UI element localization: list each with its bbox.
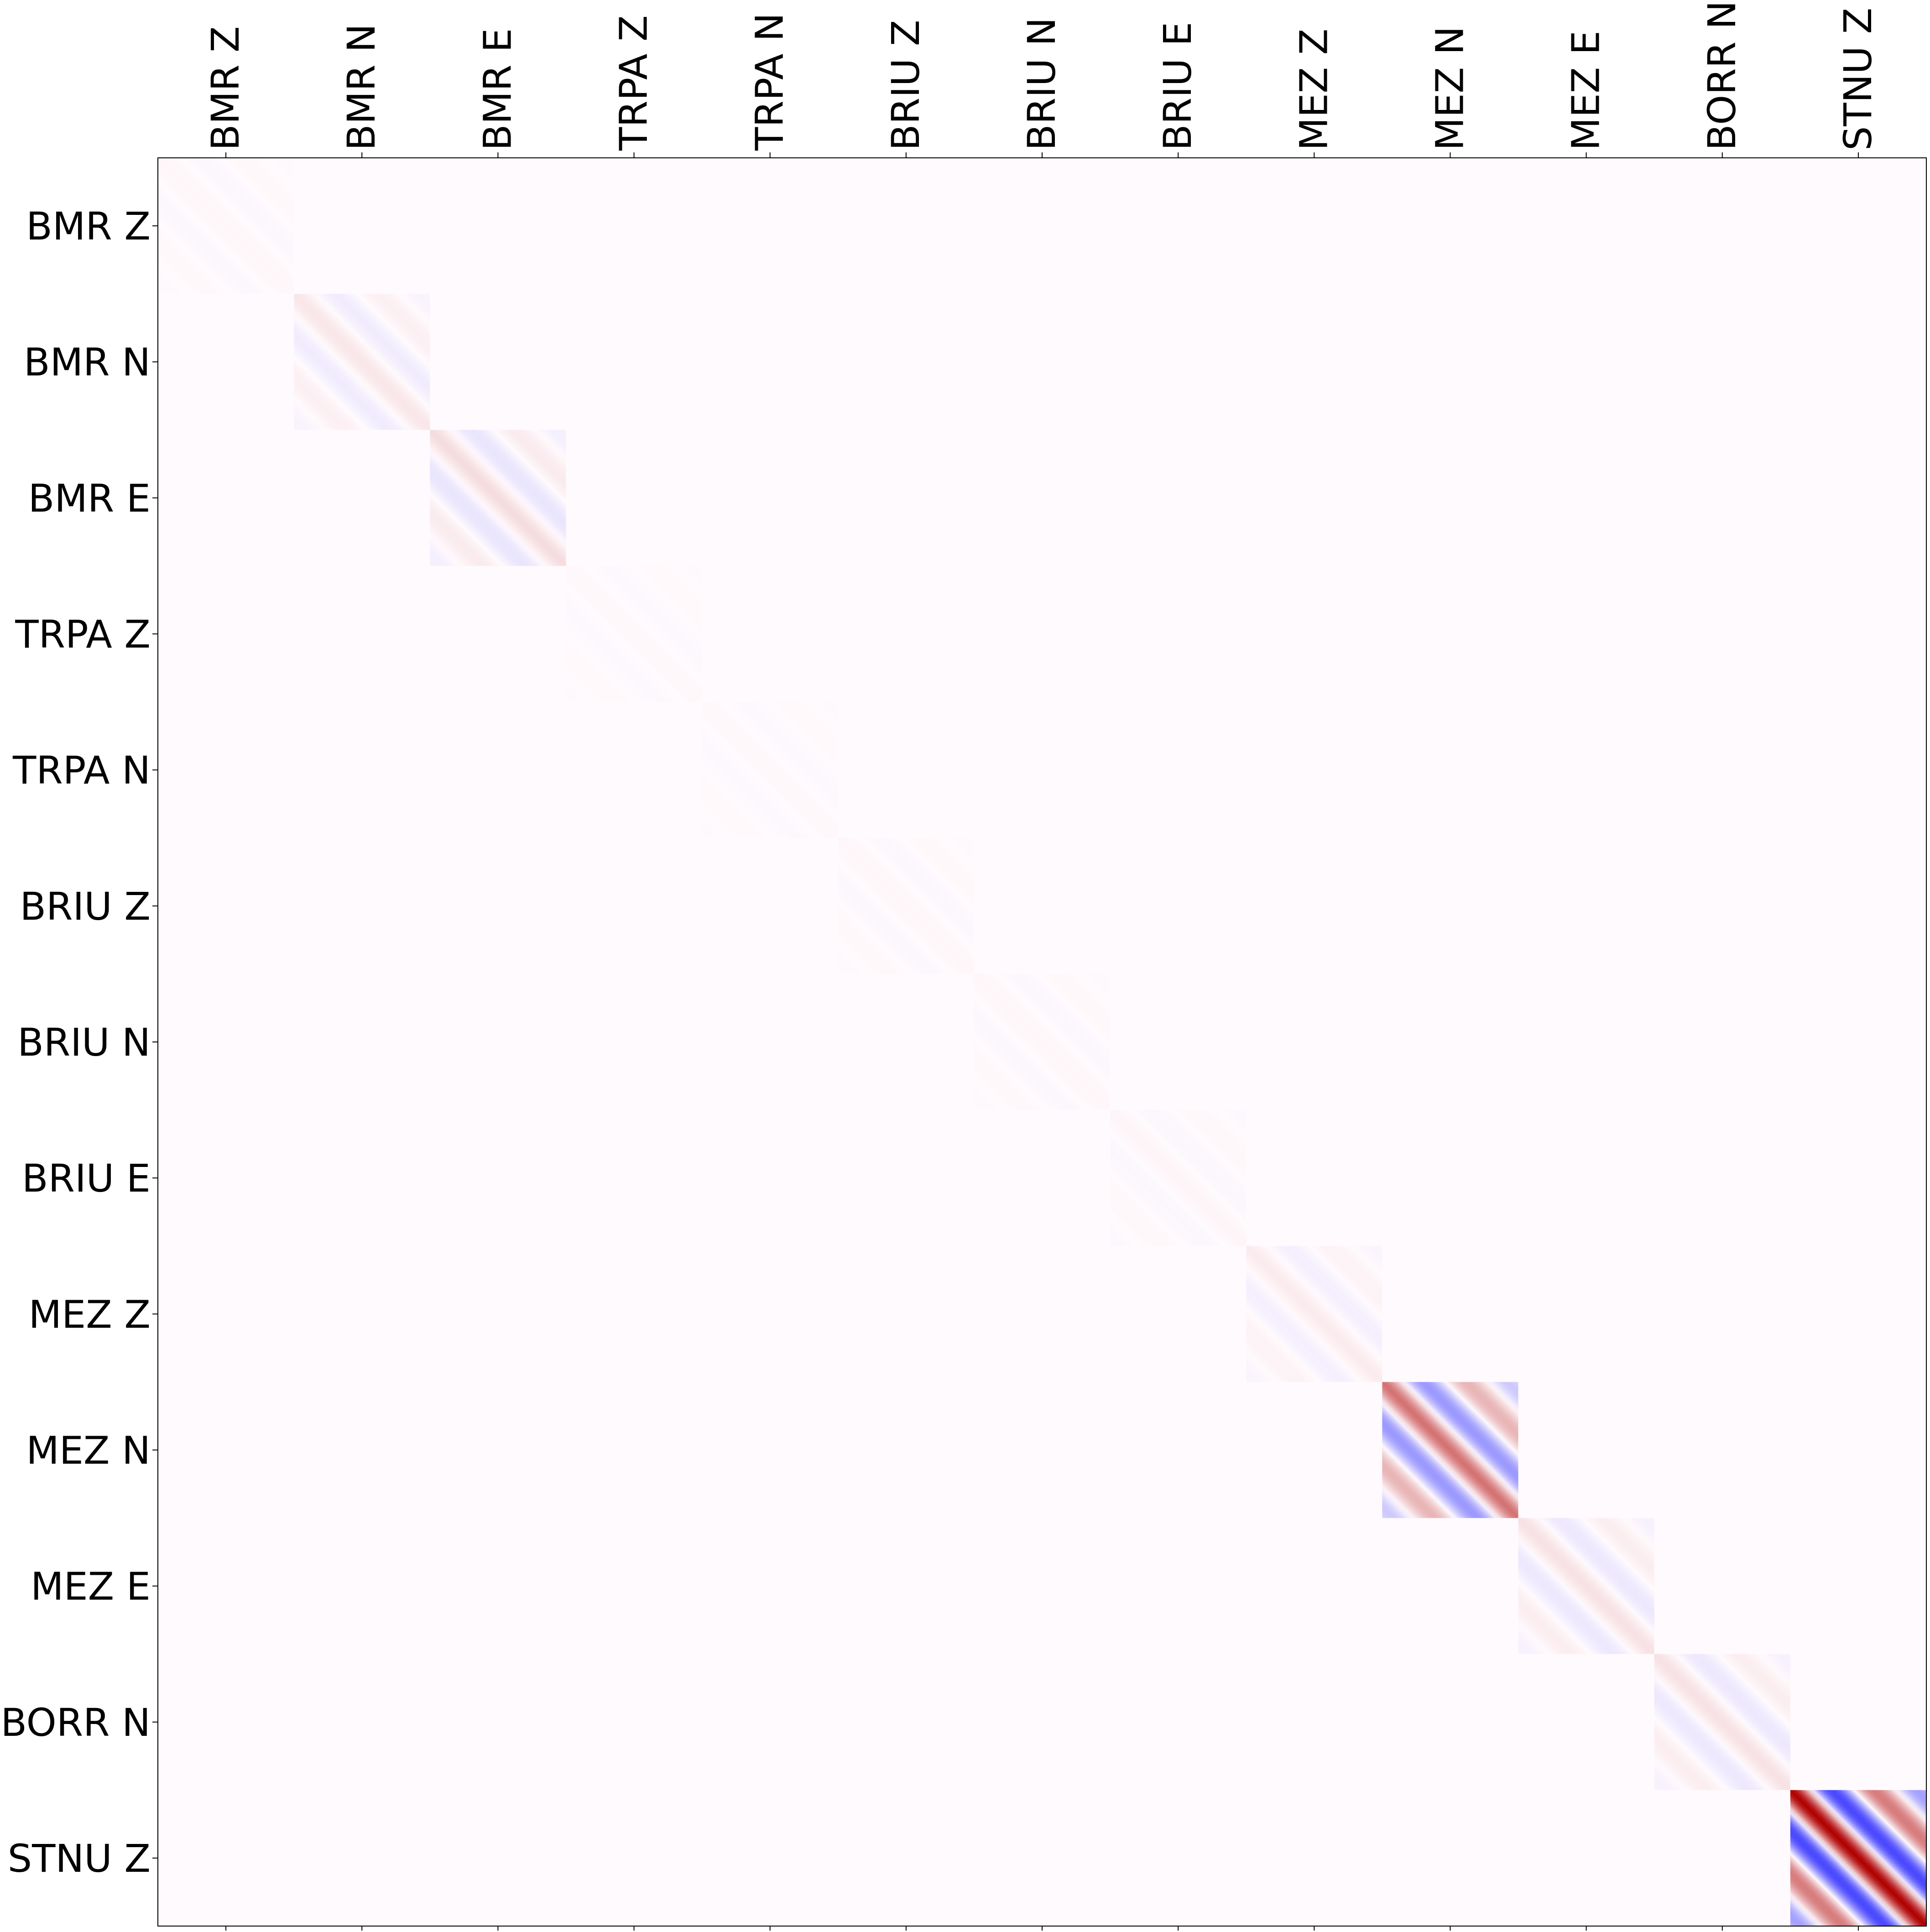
y-tick-label: MEZ Z bbox=[29, 1292, 151, 1337]
heatmap-block-trpa-n bbox=[702, 702, 838, 838]
heatmap-block-bmr-n bbox=[294, 294, 430, 430]
heatmap-block-bmr-z bbox=[158, 158, 294, 294]
x-tick-label: STNU Z bbox=[1836, 8, 1880, 151]
x-tick-label: BMR N bbox=[339, 24, 384, 151]
x-tick-label: TRPA N bbox=[747, 13, 792, 151]
x-tick-label: BMR E bbox=[475, 28, 520, 151]
heatmap-block-briu-e bbox=[1110, 1110, 1247, 1246]
x-tick-label: BMR Z bbox=[203, 26, 248, 151]
y-tick-label: MEZ N bbox=[26, 1428, 151, 1473]
y-tick-label: BRIU E bbox=[22, 1156, 151, 1201]
heatmap-block-bmr-e bbox=[430, 430, 566, 566]
heatmap-block-stnu-z bbox=[1790, 1790, 1926, 1926]
x-tick-label: BRIU E bbox=[1155, 22, 1200, 151]
heatmap-block-trpa-z bbox=[566, 566, 702, 702]
y-tick-label: BMR Z bbox=[26, 204, 151, 249]
heatmap-block-briu-z bbox=[838, 838, 974, 974]
x-tick-label: TRPA Z bbox=[611, 15, 656, 151]
x-tick-label: BORR N bbox=[1700, 0, 1744, 151]
heatmap-blocks bbox=[158, 158, 1926, 1926]
y-tick-label: MEZ E bbox=[31, 1564, 151, 1609]
heatmap-block-mez-z bbox=[1246, 1246, 1382, 1382]
y-tick-label: BMR N bbox=[24, 340, 151, 385]
x-tick-label: MEZ E bbox=[1564, 31, 1608, 151]
y-tick-labels: BMR Z BMR N BMR E TRPA Z TRPA N BRIU Z BRIU N B… bbox=[0, 204, 151, 1881]
y-tick-label: BRIU Z bbox=[20, 884, 151, 929]
heatmap-block-briu-n bbox=[974, 974, 1111, 1110]
y-tick-label: STNU Z bbox=[8, 1836, 151, 1881]
y-tick-label: BMR E bbox=[28, 476, 151, 521]
tick-marks bbox=[152, 152, 1859, 1931]
y-tick-label: TRPA N bbox=[12, 748, 151, 793]
x-tick-label: MEZ N bbox=[1427, 26, 1472, 151]
heatmap-block-mez-e bbox=[1518, 1518, 1654, 1654]
x-tick-labels: BMR Z BMR N BMR E TRPA Z TRPA N BRIU Z BRIU N B… bbox=[203, 0, 1880, 151]
heatmap-block-borr-n bbox=[1654, 1654, 1790, 1790]
y-tick-label: TRPA Z bbox=[15, 612, 151, 657]
x-tick-label: BRIU Z bbox=[883, 20, 928, 151]
x-tick-label: MEZ Z bbox=[1291, 29, 1336, 151]
heatmap-block-mez-n bbox=[1382, 1382, 1518, 1518]
y-tick-label: BRIU N bbox=[17, 1020, 151, 1065]
y-tick-label: BORR N bbox=[0, 1700, 151, 1745]
x-tick-label: BRIU N bbox=[1019, 17, 1064, 151]
